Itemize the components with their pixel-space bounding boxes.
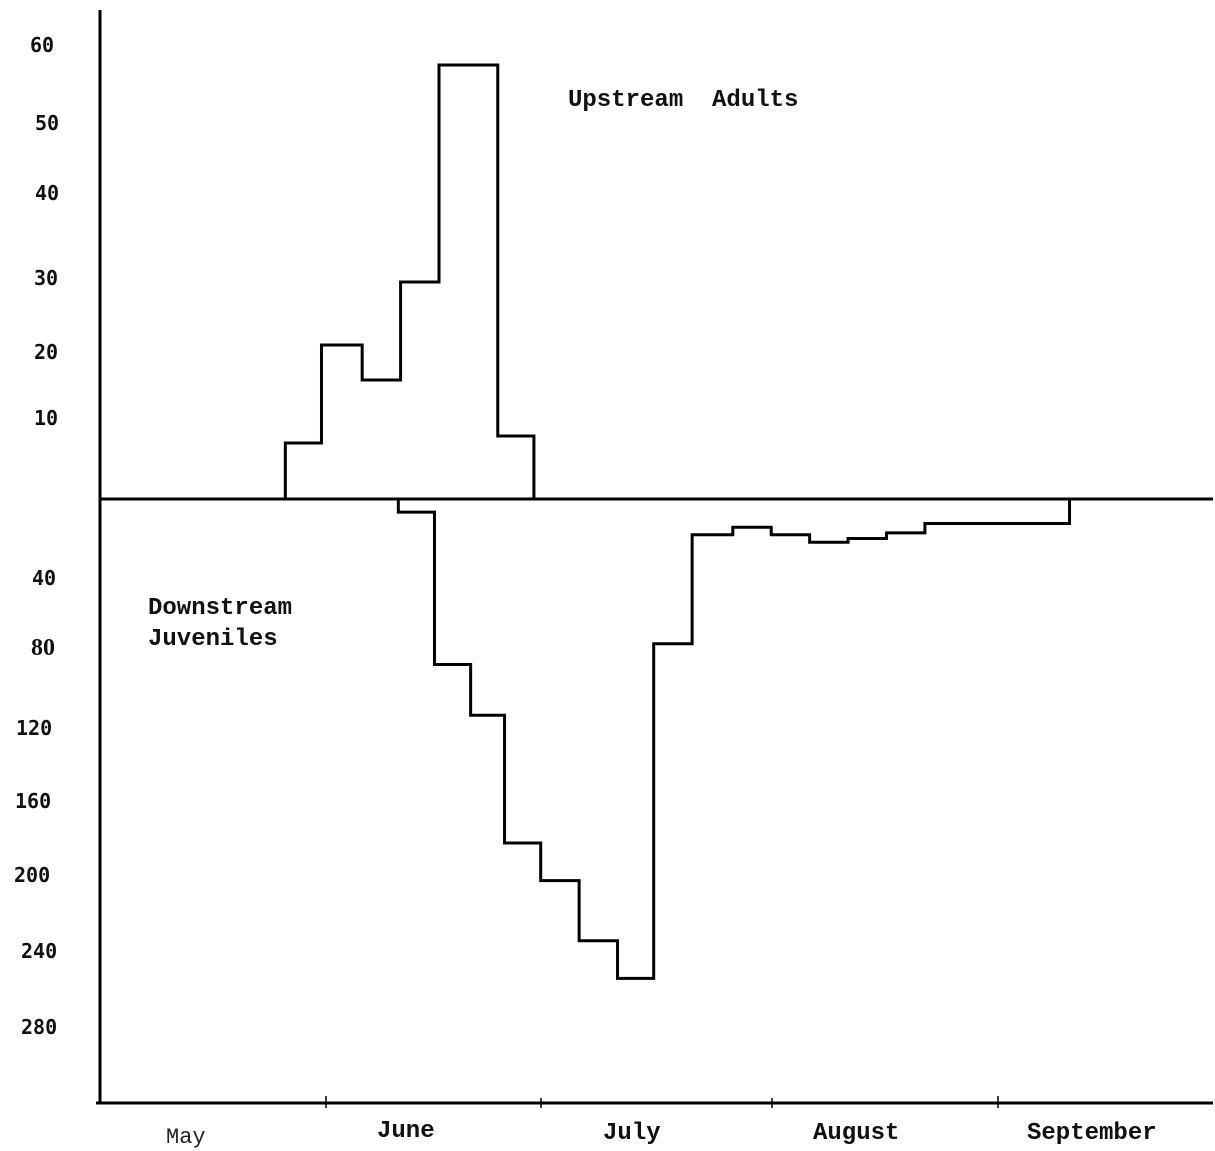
- series-1-step-line: [396, 499, 1072, 980]
- upper-tick-label: 40: [35, 181, 59, 205]
- month-label-may: May: [166, 1125, 206, 1150]
- lower-tick-label: 80: [31, 635, 55, 661]
- month-label-august: August: [813, 1120, 899, 1147]
- upper-tick-label: 50: [35, 111, 59, 135]
- upper-tick-label: 10: [34, 406, 58, 430]
- month-label-july: July: [603, 1120, 661, 1147]
- downstream-label: Downstream: [148, 595, 292, 622]
- series-0-step-line: [283, 63, 536, 499]
- lower-tick-label: 40: [32, 566, 56, 590]
- lower-tick-label: 280: [21, 1015, 57, 1039]
- month-label-september: September: [1027, 1120, 1157, 1147]
- series-layer: [283, 63, 1072, 980]
- upstream-adults-label: Upstream Adults: [568, 87, 798, 114]
- lower-tick-label: 120: [16, 716, 52, 740]
- lower-tick-label: 160: [15, 789, 51, 813]
- upper-tick-label: 20: [34, 340, 58, 364]
- juveniles-label: Juveniles: [148, 626, 278, 653]
- lower-tick-label: 240: [21, 939, 57, 963]
- upper-tick-label: 60: [30, 33, 54, 57]
- lower-tick-label: 200: [14, 863, 50, 887]
- upper-tick-label: 30: [34, 266, 58, 290]
- month-label-june: June: [377, 1118, 435, 1145]
